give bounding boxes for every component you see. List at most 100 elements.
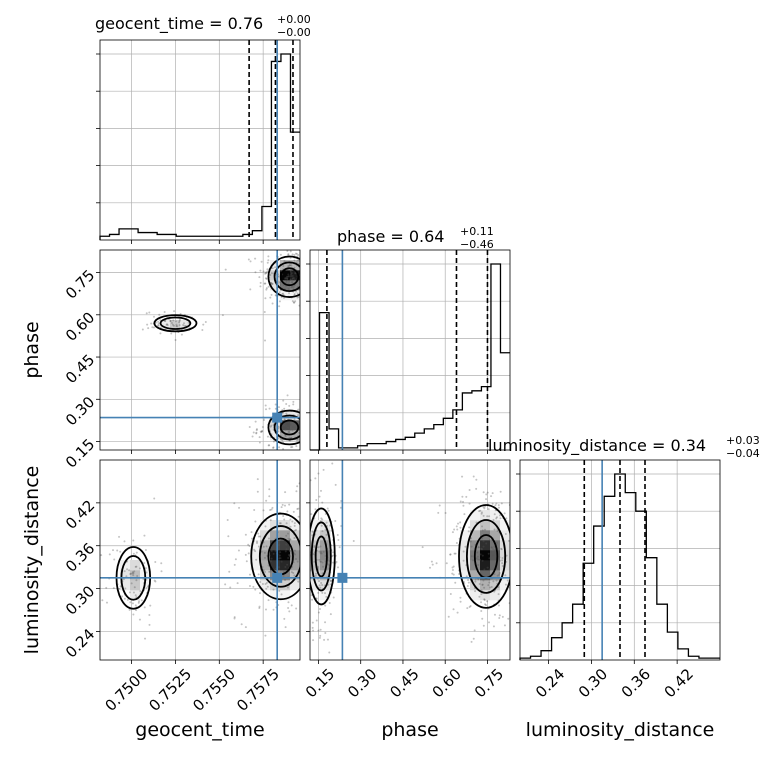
sample-point [277, 544, 280, 547]
sample-point [292, 403, 295, 406]
sample-point [158, 313, 161, 316]
sample-point [296, 507, 299, 510]
sample-point [130, 572, 133, 575]
sample-point [288, 538, 291, 541]
sample-point [326, 507, 329, 510]
sample-point [286, 563, 289, 566]
sample-point [462, 559, 465, 562]
sample-point [487, 584, 490, 587]
sample-point [256, 542, 259, 545]
density-cell [320, 580, 331, 591]
sample-point [105, 601, 108, 604]
sample-point [183, 324, 186, 327]
sample-point [101, 599, 104, 602]
sample-point [182, 322, 185, 325]
sample-point [291, 446, 294, 449]
sample-point [269, 509, 272, 512]
sample-point [319, 545, 322, 548]
density-cell [490, 560, 501, 571]
sample-point [505, 554, 508, 557]
sample-point [318, 584, 321, 587]
sample-point [498, 556, 501, 559]
sample-point [262, 418, 265, 421]
sample-point [485, 498, 488, 501]
sample-point [128, 591, 131, 594]
sample-point [290, 273, 293, 276]
sample-point [154, 580, 157, 583]
density-cell [310, 570, 321, 581]
sample-point [266, 268, 269, 271]
sample-point [293, 549, 296, 552]
sample-point [182, 324, 185, 327]
sample-point [152, 326, 155, 329]
sample-point [319, 628, 322, 631]
sample-point [145, 571, 148, 574]
sample-point [293, 253, 296, 256]
density-cell [170, 320, 181, 331]
sample-point [318, 558, 321, 561]
sample-point [474, 580, 477, 583]
sample-point [285, 280, 288, 283]
ytick-label: 0.36 [62, 539, 98, 575]
sample-point [259, 285, 262, 288]
sample-point [118, 587, 121, 590]
sample-point [488, 581, 491, 584]
sample-point [288, 431, 291, 434]
density-cell [310, 560, 321, 571]
sample-point [289, 279, 292, 282]
sample-point [452, 573, 455, 576]
density-cell [460, 550, 471, 561]
sample-point [282, 570, 285, 573]
xticks-geocent-time-vs-phase [131, 450, 264, 454]
density-cell [500, 580, 510, 591]
sample-point [265, 271, 268, 274]
sample-point [131, 602, 134, 605]
sample-point [260, 260, 263, 263]
sample-point [287, 287, 290, 290]
sample-point [138, 618, 141, 621]
sample-point [226, 519, 229, 522]
sample-point [279, 283, 282, 286]
sample-point [312, 553, 315, 556]
sample-point [267, 285, 270, 288]
sample-point [324, 592, 327, 595]
truth-marker [272, 412, 283, 423]
sample-point [325, 595, 328, 598]
ytick-label: 0.30 [62, 393, 98, 429]
sample-point [287, 275, 290, 278]
xlabel-geocent-time: geocent_time [135, 719, 264, 741]
sample-point [421, 546, 424, 549]
sample-point [482, 624, 485, 627]
contour-line [267, 409, 300, 446]
sample-point [289, 423, 292, 426]
sample-point [270, 272, 273, 275]
sample-point [132, 591, 135, 594]
sample-point [459, 526, 462, 529]
grid-geocent-time-hist [100, 40, 300, 240]
density-cell [310, 520, 321, 531]
density-cell [130, 560, 141, 571]
sample-point [297, 515, 300, 518]
sample-point [257, 545, 260, 548]
sample-point [264, 339, 267, 342]
sample-point [290, 604, 293, 607]
sample-point [481, 537, 484, 540]
sample-point [330, 580, 333, 583]
sample-point [286, 277, 289, 280]
sample-point [116, 549, 119, 552]
sample-point [453, 552, 456, 555]
histogram-phase [310, 263, 510, 451]
sample-point [248, 425, 251, 428]
sample-point [475, 478, 478, 481]
sample-point [488, 568, 491, 571]
sample-point [490, 586, 493, 589]
sample-point [172, 319, 175, 322]
quantile-lines-geocent-time [248, 40, 294, 240]
title-luminosity-distance-eq: = [647, 436, 671, 455]
sample-point [294, 272, 297, 275]
sample-point [291, 429, 294, 432]
density-cell [460, 570, 471, 581]
sample-point [455, 542, 458, 545]
sample-point [507, 617, 510, 620]
sample-point [322, 565, 325, 568]
